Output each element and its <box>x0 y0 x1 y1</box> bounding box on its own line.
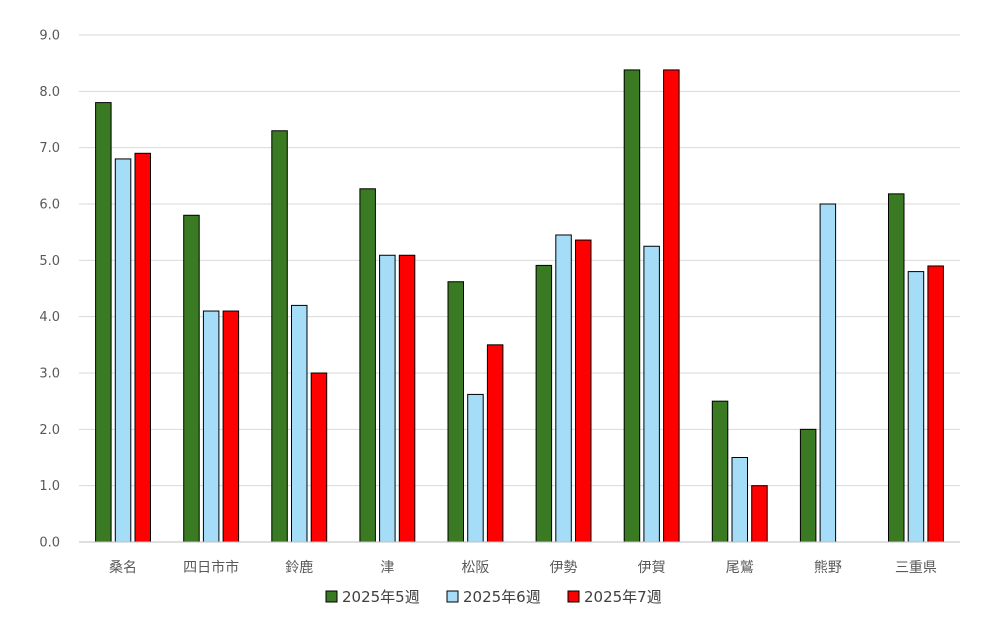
y-tick-label: 0.0 <box>39 536 60 551</box>
x-tick-label: 桑名 <box>109 560 137 576</box>
y-tick-label: 4.0 <box>39 310 60 325</box>
bar <box>907 271 925 543</box>
bars-layer <box>95 69 944 543</box>
y-tick-label: 5.0 <box>39 254 60 269</box>
bar <box>486 344 504 543</box>
bar <box>888 193 905 543</box>
y-tick-label: 1.0 <box>39 479 60 494</box>
bar <box>799 428 817 543</box>
bar <box>643 245 660 543</box>
x-tick-label: 三重県 <box>895 560 937 576</box>
legend-label: 2025年6週 <box>463 588 541 606</box>
legend-swatch <box>446 590 459 603</box>
bar <box>398 254 416 543</box>
bar <box>819 203 837 543</box>
x-tick-label: 松阪 <box>461 560 489 576</box>
legend: 2025年5週 2025年6週 2025年7週 <box>325 588 662 606</box>
bar <box>623 69 641 543</box>
bar <box>575 239 592 543</box>
x-tick-label: 伊勢 <box>550 560 578 576</box>
axis-layer: 0.0 1.0 2.0 3.0 4.0 5.0 6.0 7.0 8.0 9.0 桑名 四日市市 鈴鹿 津 松… <box>39 29 960 576</box>
bar <box>467 393 484 543</box>
bar <box>359 188 376 543</box>
legend-label: 2025年7週 <box>584 588 662 606</box>
bar <box>202 310 220 543</box>
bar <box>222 310 240 543</box>
bar <box>751 485 768 543</box>
bar <box>134 152 151 543</box>
bar <box>711 400 729 543</box>
y-tick-label: 3.0 <box>39 367 60 382</box>
y-tick-label: 6.0 <box>39 198 60 213</box>
x-tick-label: 鈴鹿 <box>285 559 313 576</box>
y-tick-label: 7.0 <box>39 141 60 156</box>
x-tick-label: 四日市市 <box>183 559 239 576</box>
x-tick-label: 尾鷲 <box>726 560 754 576</box>
bar <box>291 304 308 543</box>
y-tick-label: 9.0 <box>39 29 60 44</box>
bar <box>183 214 200 543</box>
bar <box>95 102 112 543</box>
bar <box>927 265 944 543</box>
bar <box>535 264 553 543</box>
bar <box>271 130 288 543</box>
x-tick-label: 熊野 <box>814 560 842 576</box>
x-tick-label: 伊賀 <box>638 560 666 576</box>
y-tick-label: 2.0 <box>39 423 60 438</box>
bar <box>310 372 328 543</box>
bar <box>731 457 748 543</box>
bar <box>114 158 132 543</box>
legend-swatch <box>325 590 338 603</box>
x-tick-label: 津 <box>380 560 394 576</box>
bar <box>555 234 572 543</box>
legend-label: 2025年5週 <box>342 588 420 606</box>
bar <box>379 254 396 543</box>
bar <box>447 281 464 543</box>
bar <box>663 69 680 543</box>
y-tick-label: 8.0 <box>39 85 60 100</box>
legend-swatch <box>567 590 580 603</box>
